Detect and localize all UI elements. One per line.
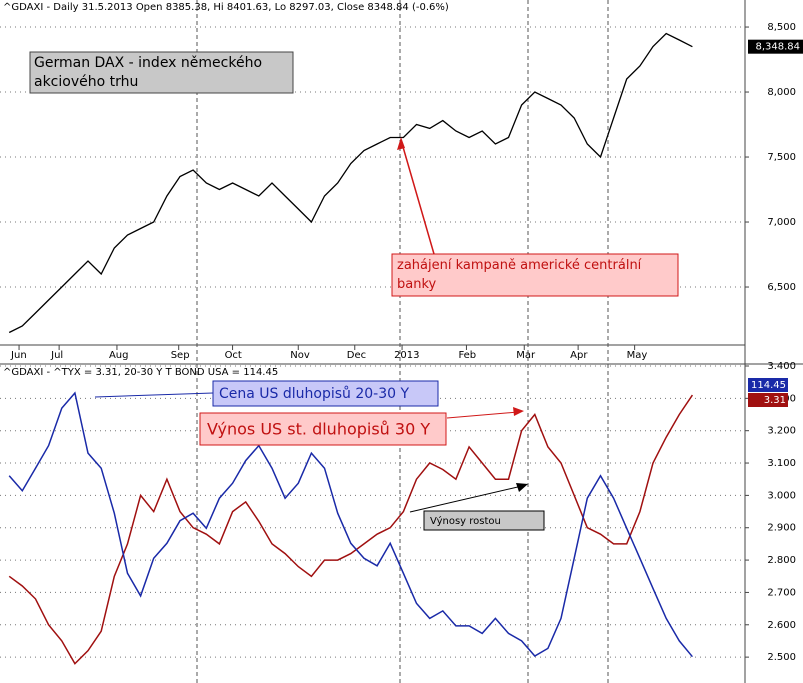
y-tick-label: 6,500 xyxy=(767,282,796,293)
chart-title: ^GDAXI - Daily 31.5.2013 Open 8385.38, H… xyxy=(3,2,449,13)
y-tick-label: 8,500 xyxy=(767,22,796,33)
annotation: zahájení kampaně americké centrální bank… xyxy=(397,258,642,292)
annotation-text: German DAX - index německého akciového t… xyxy=(34,55,263,90)
value-label: 8,348.84 xyxy=(755,42,800,53)
y-tick-label: 3.400 xyxy=(767,361,796,372)
x-tick-label: May xyxy=(627,350,648,361)
annotation-box xyxy=(423,510,545,531)
value-label-box xyxy=(748,393,788,407)
annotation: Výnosy rostou xyxy=(430,515,501,527)
x-tick-label: Jul xyxy=(50,350,63,361)
annotation-box xyxy=(199,412,447,446)
x-tick-label: Apr xyxy=(570,350,588,361)
price-panel: 6,500 7,000 7,500 8,000 8,500 Jun Jul Aug Sep Oct… xyxy=(0,22,803,361)
arrow xyxy=(409,485,523,513)
x-tick-label: Oct xyxy=(225,350,242,361)
arrow-head xyxy=(516,483,528,492)
x-tick-label: 2013 xyxy=(394,350,419,361)
y-tick-label: 8,000 xyxy=(767,87,796,98)
value-label: 114.45 xyxy=(751,380,786,391)
y-tick-label: 2.600 xyxy=(767,620,796,631)
y-tick-label: 2.800 xyxy=(767,555,796,566)
y-tick-label: 3.200 xyxy=(767,426,796,437)
value-label-box xyxy=(748,39,803,54)
annotation: Výnos US st. dluhopisů 30 Y xyxy=(207,420,430,439)
x-tick-label: Dec xyxy=(347,350,366,361)
arrow-head xyxy=(397,137,405,150)
chart-title: ^GDAXI - ^TYX = 3.31, 20-30 Y T BOND USA… xyxy=(3,367,278,378)
y-tick-label: 3.000 xyxy=(767,490,796,501)
price-line xyxy=(8,391,693,658)
x-tick-label: Jun xyxy=(10,350,27,361)
y-tick-label: 2.700 xyxy=(767,587,796,598)
arrow xyxy=(400,139,435,255)
yield-panel: 2.500 2.600 2.700 2.800 2.900 3.000 3.100 3.200… xyxy=(0,361,796,665)
annotation-box xyxy=(29,51,294,94)
arrow-head xyxy=(513,407,524,416)
annotation-box xyxy=(212,380,439,407)
x-tick-label: Aug xyxy=(109,350,129,361)
annotation-box xyxy=(391,253,679,297)
x-tick-label: Nov xyxy=(290,350,310,361)
price-line xyxy=(8,32,693,334)
y-tick-label: 7,000 xyxy=(767,217,796,228)
x-tick-label: Sep xyxy=(171,350,190,361)
annotation: Cena US dluhopisů 20-30 Y xyxy=(219,386,409,402)
y-tick-label: 2.900 xyxy=(767,523,796,534)
x-tick-label: Mar xyxy=(516,350,536,361)
annotation: German DAX - index německého akciového t… xyxy=(34,55,263,90)
y-tick-label: 3.100 xyxy=(767,458,796,469)
value-label: 3.31 xyxy=(764,395,786,406)
y-tick-label: 7,500 xyxy=(767,152,796,163)
x-tick-label: Feb xyxy=(458,350,476,361)
annotation-text: zahájení kampaně americké centrální bank… xyxy=(397,258,642,292)
y-tick-label: 2.500 xyxy=(767,652,796,663)
arrow xyxy=(446,411,519,419)
arrow xyxy=(94,392,214,398)
value-label-box xyxy=(748,378,788,392)
